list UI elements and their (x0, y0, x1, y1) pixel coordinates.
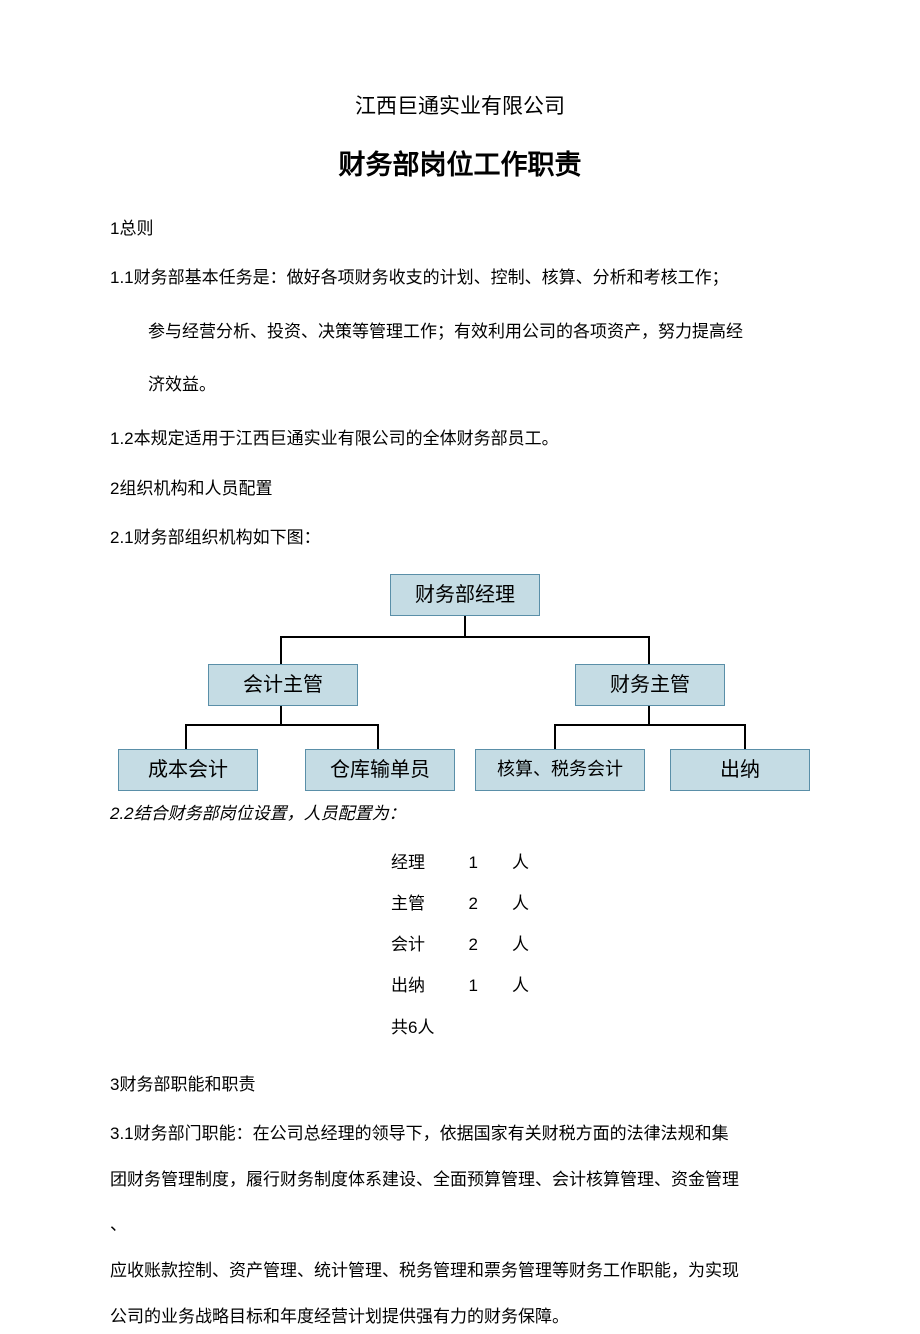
org-node-acct-mgr: 会计主管 (208, 664, 358, 706)
staff-row: 主管 2 人 (375, 884, 545, 923)
staff-row: 会计 2 人 (375, 925, 545, 964)
staff-unit: 人 (496, 925, 545, 964)
staff-unit: 人 (496, 884, 545, 923)
org-node-warehouse: 仓库输单员 (305, 749, 455, 791)
org-line (648, 636, 650, 664)
staff-row: 出纳 1 人 (375, 966, 545, 1005)
org-line (744, 724, 746, 749)
org-node-tax-acct: 核算、税务会计 (475, 749, 645, 791)
org-line (280, 636, 282, 664)
staff-count: 2 (453, 925, 494, 964)
para-1-1: 1.1财务部基本任务是：做好各项财务收支的计划、控制、核算、分析和考核工作； (110, 260, 810, 296)
para-3-1-l3: 、 (110, 1207, 810, 1243)
org-line (648, 706, 650, 724)
org-line (554, 724, 746, 726)
para-3-1-l4: 应收账款控制、资产管理、统计管理、税务管理和票务管理等财务工作职能，为实现 (110, 1253, 810, 1289)
org-node-cost-acct: 成本会计 (118, 749, 258, 791)
org-node-fin-mgr: 财务主管 (575, 664, 725, 706)
staff-count: 1 (453, 843, 494, 882)
staff-count: 2 (453, 884, 494, 923)
para-1-1-cont1: 参与经营分析、投资、决策等管理工作；有效利用公司的各项资产，努力提高经 (110, 314, 810, 350)
section-1-heading: 1总则 (110, 215, 810, 242)
para-3-1-l1: 3.1财务部门职能：在公司总经理的领导下，依据国家有关财税方面的法律法规和集 (110, 1116, 810, 1152)
org-line (280, 706, 282, 724)
org-line (185, 724, 379, 726)
document-title: 财务部岗位工作职责 (110, 144, 810, 187)
section-2-heading: 2组织机构和人员配置 (110, 475, 810, 502)
org-line (185, 724, 187, 749)
staff-table: 经理 1 人 主管 2 人 会计 2 人 出纳 1 人 共6人 (373, 841, 547, 1049)
para-2-1: 2.1财务部组织机构如下图： (110, 520, 810, 556)
para-1-1-cont2: 济效益。 (110, 367, 810, 403)
org-line (554, 724, 556, 749)
org-node-root: 财务部经理 (390, 574, 540, 616)
staff-row: 经理 1 人 (375, 843, 545, 882)
staff-role: 出纳 (375, 966, 450, 1005)
staff-role: 主管 (375, 884, 450, 923)
staff-role: 会计 (375, 925, 450, 964)
org-line (464, 616, 466, 636)
para-1-2: 1.2本规定适用于江西巨通实业有限公司的全体财务部员工。 (110, 421, 810, 457)
org-chart: 财务部经理 会计主管 财务主管 成本会计 仓库输单员 核算、税务会计 出纳 (110, 574, 810, 804)
org-line (377, 724, 379, 749)
staff-unit: 人 (496, 843, 545, 882)
staff-total-row: 共6人 (375, 1008, 545, 1047)
staff-unit: 人 (496, 966, 545, 1005)
staff-total: 共6人 (375, 1008, 450, 1047)
para-3-1-l5: 公司的业务战略目标和年度经营计划提供强有力的财务保障。 (110, 1299, 810, 1334)
company-name: 江西巨通实业有限公司 (110, 90, 810, 124)
para-2-2-italic: 2.2结合财务部岗位设置，人员配置为： (110, 800, 810, 827)
org-node-cashier: 出纳 (670, 749, 810, 791)
org-line (280, 636, 650, 638)
section-3-heading: 3财务部职能和职责 (110, 1071, 810, 1098)
staff-count: 1 (453, 966, 494, 1005)
para-3-1-l2: 团财务管理制度，履行财务制度体系建设、全面预算管理、会计核算管理、资金管理 (110, 1162, 810, 1198)
staff-role: 经理 (375, 843, 450, 882)
